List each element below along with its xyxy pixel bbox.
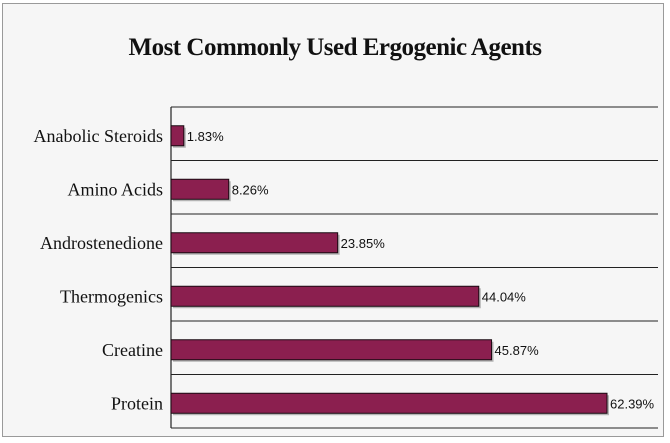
category-label: Anabolic Steroids: [34, 126, 163, 146]
grid-layer: [170, 106, 658, 429]
data-label: 62.39%: [610, 396, 655, 411]
data-label: 44.04%: [482, 289, 527, 304]
category-label: Protein: [111, 393, 163, 413]
bar: [170, 392, 608, 414]
category-label: Thermogenics: [60, 286, 163, 306]
category-label: Androstenedione: [40, 233, 163, 253]
data-label: 23.85%: [341, 236, 386, 251]
chart-title: Most Commonly Used Ergogenic Agents: [128, 34, 542, 61]
bar: [170, 232, 339, 254]
bar: [170, 125, 185, 147]
bar: [170, 285, 480, 307]
labels-layer: Anabolic Steroids 1.83% Amino Acids 8.26% An…: [34, 126, 655, 414]
category-label: Creatine: [102, 340, 163, 360]
bar: [170, 339, 493, 361]
data-label: 1.83%: [187, 129, 224, 144]
bars-layer: [170, 125, 609, 416]
bar: [170, 178, 230, 200]
category-label: Amino Acids: [67, 179, 163, 199]
chart-frame: [2, 3, 664, 437]
data-label: 8.26%: [232, 182, 269, 197]
data-label: 45.87%: [495, 343, 540, 358]
